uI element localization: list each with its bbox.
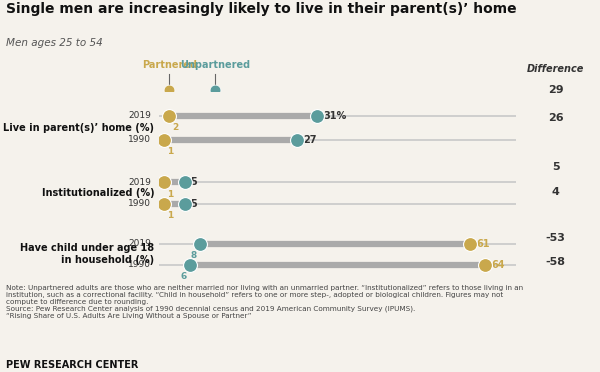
Text: 4: 4 xyxy=(551,187,560,197)
Text: Live in parent(s)’ home (%): Live in parent(s)’ home (%) xyxy=(4,123,154,133)
Text: 5: 5 xyxy=(552,162,559,172)
Point xyxy=(180,179,190,185)
Text: 8: 8 xyxy=(190,251,197,260)
Text: 1990: 1990 xyxy=(128,260,151,269)
Point xyxy=(466,241,475,247)
Point xyxy=(195,241,205,247)
Text: 5: 5 xyxy=(191,199,197,209)
Text: 1: 1 xyxy=(167,147,173,156)
Text: -53: -53 xyxy=(545,233,566,243)
Text: Partnered: Partnered xyxy=(142,60,197,70)
Point xyxy=(164,87,174,93)
Text: 2019: 2019 xyxy=(128,178,151,187)
Text: 1: 1 xyxy=(167,190,173,199)
Text: 2019: 2019 xyxy=(128,239,151,248)
Text: -58: -58 xyxy=(545,257,566,267)
Text: Note: Unpartnered adults are those who are neither married nor living with an un: Note: Unpartnered adults are those who a… xyxy=(6,285,523,319)
Text: 31%: 31% xyxy=(323,111,346,121)
Text: Unpartnered: Unpartnered xyxy=(180,60,250,70)
Text: 6: 6 xyxy=(180,272,187,281)
Point xyxy=(481,262,490,268)
Point xyxy=(160,179,169,185)
Text: Institutionalized (%): Institutionalized (%) xyxy=(42,188,154,198)
Point xyxy=(185,262,194,268)
Point xyxy=(160,137,169,143)
Point xyxy=(160,201,169,207)
Text: Men ages 25 to 54: Men ages 25 to 54 xyxy=(6,38,103,48)
Text: Difference: Difference xyxy=(527,64,584,74)
Text: 29: 29 xyxy=(548,85,563,95)
Text: Single men are increasingly likely to live in their parent(s)’ home: Single men are increasingly likely to li… xyxy=(6,2,517,16)
Point xyxy=(164,113,174,119)
Point xyxy=(313,113,322,119)
Point xyxy=(180,201,190,207)
Point xyxy=(292,137,301,143)
Text: 1990: 1990 xyxy=(128,135,151,144)
Text: 27: 27 xyxy=(303,135,316,145)
Text: 26: 26 xyxy=(548,113,563,123)
Point xyxy=(211,87,220,93)
Text: 2: 2 xyxy=(172,124,179,132)
Text: 1: 1 xyxy=(167,211,173,220)
Text: 2019: 2019 xyxy=(128,111,151,121)
Text: 64: 64 xyxy=(491,260,505,270)
Text: 61: 61 xyxy=(476,238,490,248)
Text: PEW RESEARCH CENTER: PEW RESEARCH CENTER xyxy=(6,360,139,370)
Text: 5: 5 xyxy=(191,177,197,187)
Text: 1990: 1990 xyxy=(128,199,151,208)
Text: Have child under age 18
in household (%): Have child under age 18 in household (%) xyxy=(20,243,154,265)
